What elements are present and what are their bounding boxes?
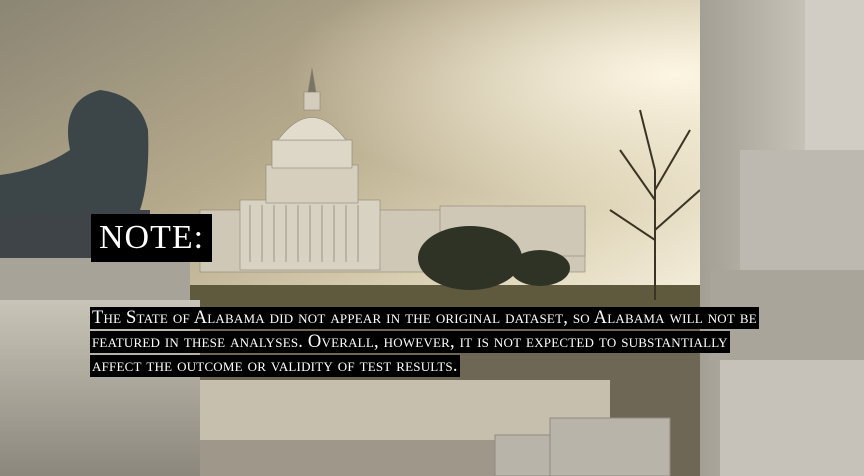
right-pillar <box>700 0 864 476</box>
note-heading: NOTE: <box>91 214 213 262</box>
steps <box>494 417 671 476</box>
capitol-building <box>199 67 586 273</box>
note-body: The State of Alabama did not appear in t… <box>90 307 759 377</box>
trees <box>418 226 570 290</box>
note-body-text: The State of Alabama did not appear in t… <box>90 306 770 378</box>
lawn <box>180 285 720 310</box>
left-pedestal <box>0 258 200 476</box>
